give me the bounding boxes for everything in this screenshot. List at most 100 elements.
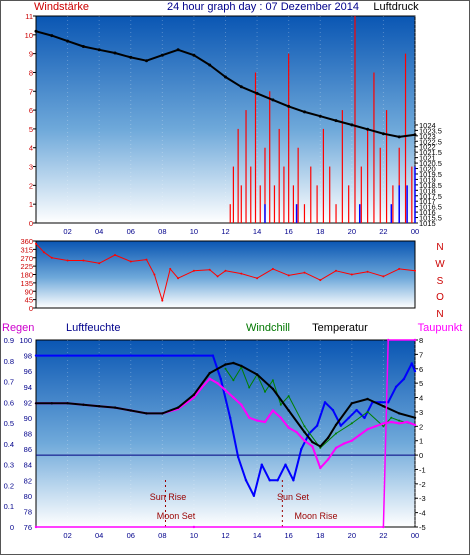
humidity-axis-tick-label: 94	[24, 383, 32, 392]
pressure-point	[287, 104, 291, 108]
wind-axis-tick-label: 4	[29, 144, 33, 153]
compass-label: N	[436, 242, 443, 253]
humidity-point	[355, 408, 358, 412]
humidity-point	[236, 455, 240, 459]
wind-direction-point	[335, 269, 337, 272]
right-label-top: Luftdruck	[373, 1, 419, 13]
temperature-point	[50, 402, 53, 405]
pressure-axis-tick-label: 1022	[419, 143, 436, 152]
wind-direction-point	[192, 269, 195, 272]
rain-point	[192, 525, 196, 529]
dewpoint-point	[279, 416, 282, 419]
dewpoint-point	[405, 420, 409, 424]
humidity-point	[331, 408, 335, 412]
temp-axis-tick-label: 8	[419, 336, 423, 345]
top-x-tick-label: 02	[63, 227, 71, 236]
humidity-point	[363, 416, 366, 420]
temperature-point	[271, 387, 275, 391]
dewpoint-point	[248, 416, 251, 419]
temperature-point	[303, 430, 306, 434]
humidity-axis-tick-label: 100	[19, 336, 32, 345]
temperature-point	[350, 402, 353, 405]
pressure-point	[413, 133, 417, 137]
wind-direction-point	[350, 273, 353, 276]
rain-point	[382, 525, 385, 529]
wind-axis-tick-label: 11	[25, 12, 33, 21]
bottom-x-tick-label: 00	[411, 531, 419, 540]
compass-label: O	[436, 292, 444, 303]
dewpoint-point	[200, 386, 203, 389]
rain-point	[413, 338, 417, 342]
humidity-point	[268, 479, 271, 482]
wind-direction-point	[66, 259, 69, 262]
sun-set-label: Sun Set	[277, 492, 310, 502]
bottom-x-tick-label: 04	[95, 531, 103, 540]
temp-axis-tick-label: -2	[419, 480, 426, 489]
humidity-point	[161, 354, 164, 357]
humidity-axis-tick-label: 98	[24, 352, 32, 361]
temperature-point	[326, 436, 330, 439]
pressure-axis-tick-label: 1016	[419, 208, 436, 217]
taupunkt-label: Taupunkt	[418, 322, 463, 334]
pressure-point	[113, 51, 117, 55]
dewpoint-point	[240, 403, 243, 406]
wind-axis-tick-label: 6	[29, 106, 33, 115]
top-x-tick-label: 18	[316, 227, 324, 236]
wind-direction-point	[145, 258, 148, 261]
bottom-x-tick-label: 02	[63, 531, 71, 540]
top-x-tick-label: 16	[284, 227, 292, 236]
wind-direction-point	[398, 267, 401, 270]
wind-direction-point	[366, 270, 369, 273]
pressure-point	[66, 39, 70, 43]
top-panel	[35, 15, 416, 224]
temperatur-label: Temperatur	[312, 322, 368, 334]
dewpoint-point	[374, 425, 377, 428]
temperature-point	[398, 412, 401, 415]
direction-axis-tick-label: 180	[20, 271, 33, 280]
temperature-point	[413, 416, 417, 419]
wind-direction-point	[129, 260, 132, 263]
dewpoint-point	[413, 423, 417, 427]
temperature-point	[176, 406, 180, 409]
pressure-point	[271, 98, 275, 102]
dewpoint-point	[208, 377, 211, 380]
dewpoint-point	[366, 428, 369, 431]
humidity-point	[252, 494, 256, 497]
temperature-point	[311, 440, 314, 444]
wind-direction-point	[169, 267, 172, 270]
temperature-point	[145, 412, 148, 415]
rain-axis-tick-label: 0.3	[4, 461, 14, 470]
top-x-tick-label: 22	[379, 227, 387, 236]
humidity-point	[284, 463, 287, 466]
windchill-line	[225, 366, 416, 449]
dewpoint-point	[398, 422, 401, 425]
top-x-tick-label: 12	[221, 227, 229, 236]
compass-label: N	[436, 309, 443, 320]
temp-axis-tick-label: 5	[419, 379, 423, 388]
wind-direction-point	[98, 262, 101, 265]
humidity-point	[211, 354, 215, 357]
wind-direction-point	[382, 275, 385, 278]
temperature-point	[82, 403, 85, 406]
humidity-point	[98, 354, 101, 357]
wind-direction-point	[153, 273, 156, 276]
dewpoint-point	[334, 446, 338, 450]
windchill-point	[398, 419, 401, 422]
wind-direction-point	[42, 251, 45, 254]
humidity-point	[66, 354, 69, 357]
pressure-point	[303, 110, 306, 114]
bottom-x-tick-label: 12	[221, 531, 229, 540]
wind-direction-point	[216, 275, 219, 278]
windchill-point	[248, 386, 251, 389]
direction-axis-tick-label: 360	[20, 237, 33, 246]
windchill-point	[366, 410, 369, 413]
pressure-point	[397, 135, 401, 139]
humidity-axis-tick-label: 86	[24, 445, 32, 454]
humidity-point	[292, 479, 295, 482]
wind-direction-point	[208, 268, 211, 271]
humidity-axis-tick-label: 92	[24, 398, 32, 407]
wind-direction-point	[240, 272, 243, 275]
top-x-tick-label: 06	[127, 227, 135, 236]
humidity-point	[260, 463, 263, 466]
